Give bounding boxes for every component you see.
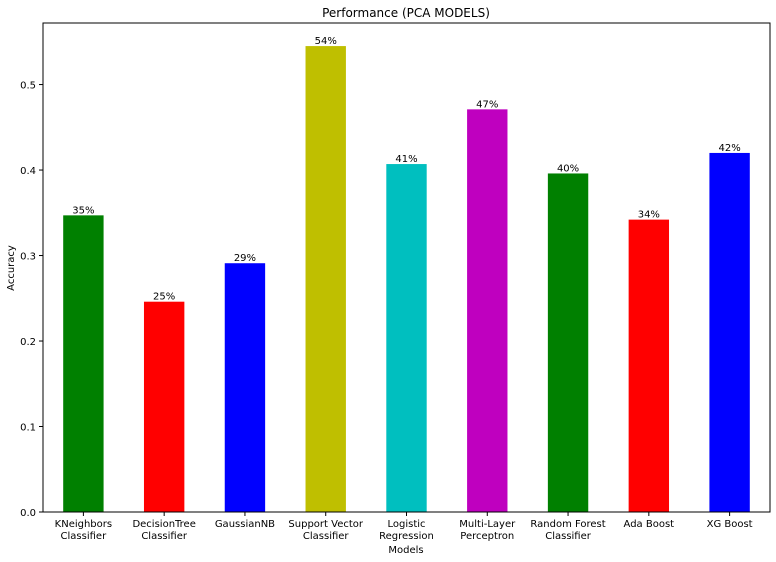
y-tick-label: 0.2 [20,337,36,348]
bar [386,164,427,513]
y-axis: 0.0 0.1 0.2 0.3 0.4 0.5 [20,81,43,519]
bar-value-label: 54% [315,36,337,47]
y-tick-label: 0.4 [20,166,36,177]
x-tick-label: Logistic [387,519,425,530]
y-tick-label: 0.5 [20,81,36,92]
bar [143,301,185,512]
bar-value-label: 34% [638,210,660,221]
x-tick-label: Classifier [61,531,108,542]
plot-frame [42,22,771,513]
bar-value-label: 29% [234,253,256,264]
x-tick-label: Support Vector [288,519,363,530]
bar-value-label: 47% [476,99,498,110]
bar [224,263,266,512]
x-tick-label: Classifier [141,531,188,542]
bar-value-label: 35% [72,205,94,216]
x-tick-label: KNeighbors [55,519,112,530]
x-tick-label: GaussianNB [215,519,275,530]
x-tick-label: Multi-Layer [459,519,516,530]
y-axis-title: Accuracy [6,245,17,291]
bar [628,219,670,513]
y-tick-label: 0.0 [20,508,36,519]
bar [467,109,508,512]
bars-group [63,46,750,513]
bar [63,215,104,513]
bar [709,152,750,512]
bar [305,46,346,513]
x-axis-title: Models [388,545,423,556]
chart-title: Performance (PCA MODELS) [322,6,490,20]
x-tick-label: DecisionTree [132,519,195,530]
x-tick-label: Regression [379,531,434,542]
x-tick-label: XG Boost [707,519,753,530]
x-tick-label: Classifier [545,531,592,542]
x-tick-label: Perceptron [460,531,514,542]
bar-value-label: 40% [557,163,579,174]
bar-value-label: 25% [153,292,175,303]
bar-value-label: 42% [718,143,740,154]
x-axis: KNeighborsClassifierDecisionTreeClassifi… [55,512,753,542]
bar-value-label: 41% [395,154,417,165]
data-labels-group: 35% 25% 29% 54% 41% 47% 40% 34% 42% [72,36,740,303]
x-tick-label: Random Forest [530,519,605,530]
x-tick-label: Ada Boost [624,519,675,530]
bar [547,173,589,512]
y-tick-label: 0.3 [20,252,36,263]
y-tick-label: 0.1 [20,423,36,434]
x-tick-label: Classifier [303,531,350,542]
